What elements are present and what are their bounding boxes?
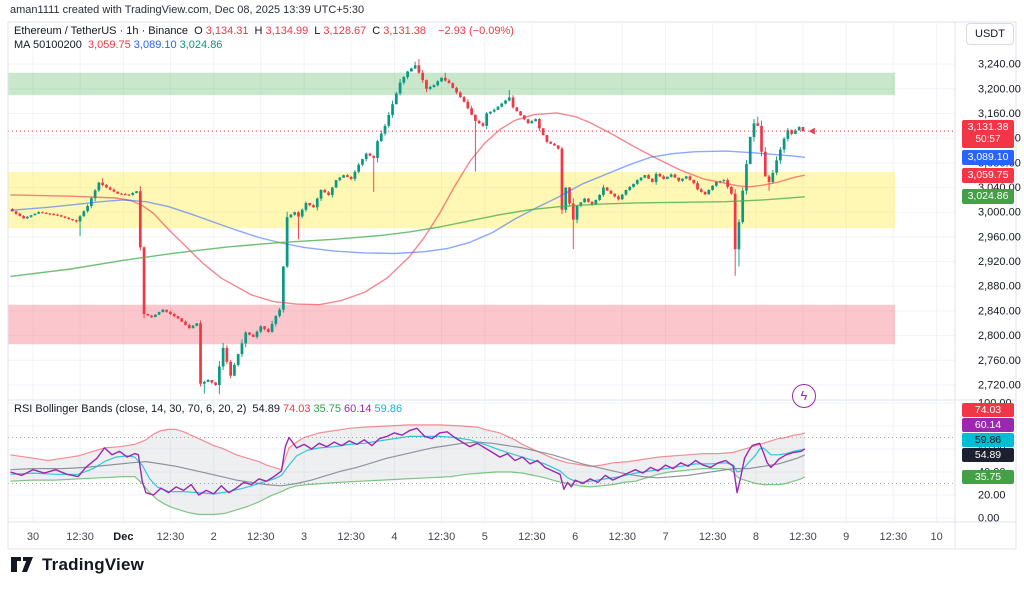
time-tick-label[interactable]: 10 (930, 531, 942, 543)
axis-badge: 54.89 (962, 448, 1014, 462)
ma-legend-label[interactable]: MA 50100200 (14, 39, 82, 51)
time-tick-label[interactable]: 12:30 (518, 531, 546, 543)
price-tick-label: 3,000.00 (978, 207, 1021, 219)
rsi-legend-title[interactable]: RSI Bollinger Bands (close, 14, 30, 70, … (14, 403, 247, 415)
legend-value: 59.86 (374, 403, 403, 415)
axis-badge: 59.86 (962, 433, 1014, 447)
axis-badge: 35.75 (962, 470, 1014, 484)
legend-value: 60.14 (344, 403, 372, 415)
tradingview-logo-text: TradingView (42, 554, 145, 574)
legend-value: 54.89 (252, 403, 280, 415)
line-ma50 (10, 112, 805, 306)
countdown-timer: 50:57 (975, 134, 1001, 146)
last-price-marker (808, 127, 815, 135)
time-tick-label[interactable]: 8 (753, 531, 759, 543)
time-tick-label[interactable]: 6 (572, 531, 578, 543)
rsi-pane (8, 424, 955, 516)
price-tick-label: 2,960.00 (978, 231, 1021, 243)
price-tick-label: 2,880.00 (978, 281, 1021, 293)
rsi-line-lower-band (10, 468, 806, 516)
time-tick-label[interactable]: 3 (301, 531, 307, 543)
candlestick-series (10, 59, 805, 395)
time-tick-label[interactable]: 4 (391, 531, 397, 543)
legend-value: 35.75 (313, 403, 342, 415)
axis-badge: 3,059.75 (962, 167, 1014, 183)
lightning-icon[interactable]: ϟ (792, 384, 816, 408)
legend-value: 74.03 (282, 403, 311, 415)
time-tick-label[interactable]: 12:30 (337, 531, 365, 543)
ma-values: 3,059.75 3,089.10 3,024.86 (88, 39, 225, 51)
rsi-line-upper-band (10, 424, 805, 471)
time-tick-label[interactable]: 5 (482, 531, 488, 543)
symbol-title[interactable]: Ethereum / TetherUS · 1h · Binance (14, 25, 189, 37)
price-tick-label: 3,200.00 (978, 83, 1021, 95)
price-tick-label: 2,760.00 (978, 355, 1021, 367)
time-tick-label[interactable]: 7 (662, 531, 668, 543)
symbol-legend: Ethereum / TetherUS · 1h · Binance O 3,13… (14, 25, 517, 37)
axis-badge: 3,089.10 (962, 149, 1014, 165)
time-tick-label[interactable]: 12:30 (789, 531, 817, 543)
time-tick-label[interactable]: 12:30 (428, 531, 456, 543)
time-tick-label[interactable]: 12:30 (157, 531, 185, 543)
time-tick-label[interactable]: 2 (211, 531, 217, 543)
axis-badge: 60.14 (962, 418, 1014, 432)
price-tick-label: 3,160.00 (978, 108, 1021, 120)
price-tick-label: 3,240.00 (978, 59, 1021, 71)
current-price-line (8, 127, 955, 135)
time-tick-label[interactable]: 12:30 (699, 531, 727, 543)
legend-value: C 3,131.38 (372, 25, 427, 37)
time-tick-label[interactable]: Dec (113, 531, 133, 543)
separators (7, 21, 1017, 550)
time-tick-label[interactable]: 30 (27, 531, 39, 543)
zone-support (8, 304, 895, 345)
tradingview-logo-icon (11, 557, 33, 572)
grid (8, 23, 955, 522)
legend-value: 3,089.10 (133, 39, 177, 51)
moving-averages (10, 112, 805, 306)
price-tick-label: 2,800.00 (978, 330, 1021, 342)
time-tick-label[interactable]: 12:30 (608, 531, 636, 543)
line-ma100 (10, 150, 805, 255)
line-ma200 (10, 196, 805, 278)
legend-value: L 3,128.67 (314, 25, 367, 37)
bb-fill (10, 424, 805, 515)
rsi-line-basis (10, 441, 806, 487)
time-tick-label[interactable]: 12:30 (247, 531, 275, 543)
price-tick-label: 2,840.00 (978, 305, 1021, 317)
axis-badge: 3,131.38 50:57 (962, 120, 1014, 149)
axis-badge: 74.03 (962, 403, 1014, 417)
legend-value: 3,024.86 (179, 39, 223, 51)
time-tick-label[interactable]: 12:30 (66, 531, 94, 543)
time-tick-label[interactable]: 9 (843, 531, 849, 543)
attribution-text: aman1111 created with TradingView.com, D… (10, 4, 365, 16)
time-tick-label[interactable]: 12:30 (880, 531, 908, 543)
ohlc-values: O 3,134.31 H 3,134.99 L 3,128.67 C 3,131.38 (194, 25, 432, 37)
tradingview-logo[interactable]: TradingView (10, 554, 144, 575)
legend-value: 3,059.75 (87, 39, 131, 51)
rsi-legend: RSI Bollinger Bands (close, 14, 30, 70, … (14, 403, 402, 415)
legend-value: H 3,134.99 (254, 25, 309, 37)
time-axis-labels: 30 12:30 Dec 12:30 2 12:30 3 12:30 4 12:30 5 12:30 6… (27, 531, 943, 543)
currency-toggle-button[interactable]: USDT (966, 23, 1014, 45)
change-value: −2.93 (−0.09%) (438, 25, 514, 37)
rsi-tick-label: 20.00 (978, 490, 1006, 502)
axis-badge: 3,024.86 (962, 189, 1014, 205)
price-tick-label: 2,720.00 (978, 379, 1021, 391)
ma-legend: MA 50100200 3,059.75 3,089.10 3,024.86 (14, 39, 228, 51)
rsi-line-rsi (10, 427, 806, 496)
price-tick-label: 2,920.00 (978, 256, 1021, 268)
rsi-values: 54.89 74.03 35.75 60.14 59.86 (249, 403, 402, 415)
legend-value: O 3,134.31 (194, 25, 249, 37)
rsi-line-rsi-ma (10, 435, 805, 495)
rsi-tick-label: 0.00 (978, 513, 999, 525)
